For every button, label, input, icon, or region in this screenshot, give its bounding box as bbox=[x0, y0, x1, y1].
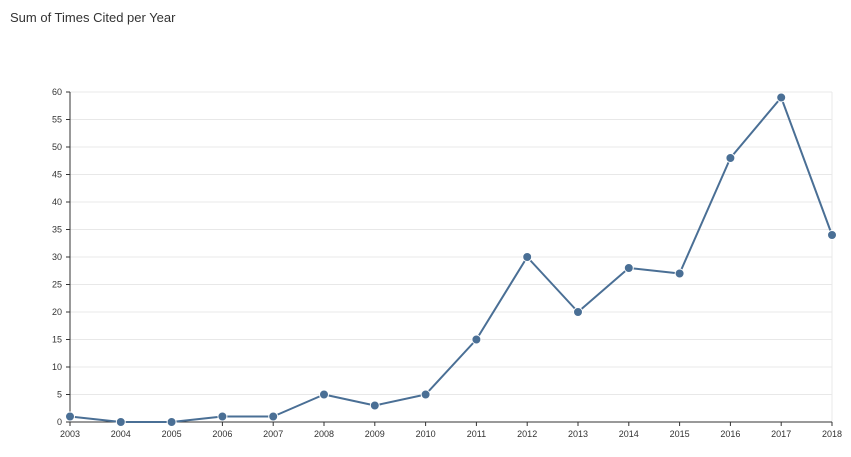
data-point-2003[interactable] bbox=[65, 411, 75, 422]
data-points bbox=[65, 92, 837, 427]
x-tick-label: 2010 bbox=[416, 429, 436, 439]
x-tick-label: 2013 bbox=[568, 429, 588, 439]
x-tick-label: 2006 bbox=[212, 429, 232, 439]
data-point-2011[interactable] bbox=[471, 334, 482, 345]
data-point-2018[interactable] bbox=[827, 230, 837, 240]
y-tick-label: 5 bbox=[57, 390, 62, 400]
data-point-2006[interactable] bbox=[217, 411, 228, 422]
x-tick-label: 2018 bbox=[822, 429, 842, 439]
chart-title: Sum of Times Cited per Year bbox=[10, 10, 176, 25]
y-tick-label: 10 bbox=[52, 362, 62, 372]
y-tick-label: 50 bbox=[52, 142, 62, 152]
x-tick-label: 2016 bbox=[720, 429, 740, 439]
x-tick-label: 2014 bbox=[619, 429, 639, 439]
x-tick-label: 2004 bbox=[111, 429, 131, 439]
data-point-2009[interactable] bbox=[369, 400, 380, 411]
data-point-2017[interactable] bbox=[776, 92, 787, 103]
y-tick-label: 20 bbox=[52, 307, 62, 317]
data-point-2015[interactable] bbox=[674, 268, 685, 279]
y-tick-label: 15 bbox=[52, 335, 62, 345]
data-point-2010[interactable] bbox=[420, 389, 431, 400]
x-tick-label: 2015 bbox=[670, 429, 690, 439]
x-tick-label: 2005 bbox=[162, 429, 182, 439]
y-tick-label: 35 bbox=[52, 225, 62, 235]
data-point-2014[interactable] bbox=[623, 263, 634, 273]
y-tick-label: 0 bbox=[57, 417, 62, 427]
data-point-2005[interactable] bbox=[166, 417, 177, 427]
series-line-0 bbox=[69, 96, 833, 423]
y-tick-label: 55 bbox=[52, 115, 62, 125]
data-point-2004[interactable] bbox=[115, 417, 126, 427]
y-tick-label: 25 bbox=[52, 280, 62, 290]
y-tick-label: 60 bbox=[52, 87, 62, 97]
x-tick-label: 2007 bbox=[263, 429, 283, 439]
y-tick-label: 45 bbox=[52, 170, 62, 180]
x-tick-label: 2012 bbox=[517, 429, 537, 439]
x-tick-label: 2008 bbox=[314, 429, 334, 439]
series-line bbox=[69, 96, 833, 423]
y-tick-label: 40 bbox=[52, 197, 62, 207]
grid-lines bbox=[70, 91, 833, 423]
x-tick-label: 2003 bbox=[60, 429, 80, 439]
y-tick-label: 30 bbox=[52, 252, 62, 262]
data-point-2013[interactable] bbox=[573, 307, 583, 317]
x-tick-label: 2017 bbox=[771, 429, 791, 439]
x-tick-label: 2011 bbox=[467, 429, 486, 439]
data-point-2008[interactable] bbox=[319, 389, 329, 400]
x-tick-label: 2009 bbox=[365, 429, 385, 439]
data-point-2007[interactable] bbox=[268, 411, 279, 422]
axes: 0 5 10 15 20 25 30 35 40 45 50 55 60 2003 2004 2005 2006… bbox=[52, 87, 842, 439]
data-point-2016[interactable] bbox=[725, 153, 736, 163]
data-point-2012[interactable] bbox=[522, 252, 533, 262]
